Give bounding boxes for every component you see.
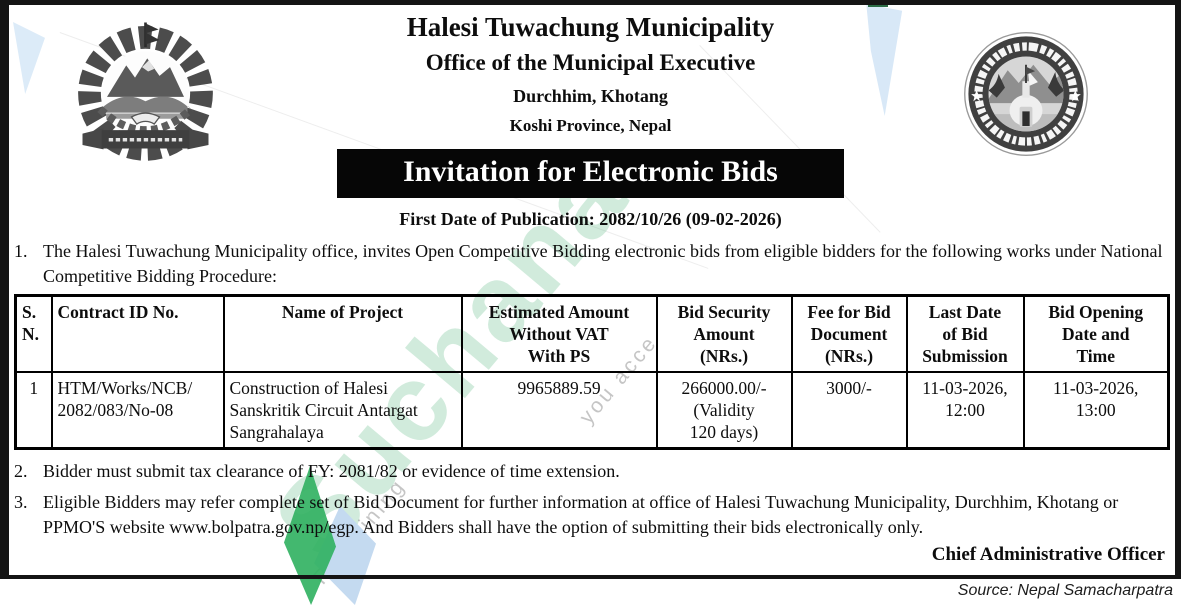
clause-3-number: 3. — [14, 492, 28, 512]
clause-3-text: Eligible Bidders may refer complete set … — [43, 492, 1119, 537]
cell-last-date: 11-03-2026, 12:00 — [905, 371, 1025, 450]
nepal-coat-of-arms-logo — [58, 20, 233, 177]
col-header-contract-id: Contract ID No. — [50, 294, 225, 373]
notice-title-banner: Invitation for Electronic Bids — [337, 149, 844, 198]
clause-3: 3. Eligible Bidders may refer complete s… — [0, 490, 1181, 540]
cell-estimated-amount: 9965889.59 — [460, 371, 658, 450]
address-district: Durchhim, Khotang — [513, 86, 668, 106]
municipality-name: Halesi Tuwachung Municipality — [406, 12, 775, 42]
col-header-bid-security: Bid Security Amount (NRs.) — [655, 294, 793, 373]
signature-title: Chief Administrative Officer — [931, 544, 1165, 565]
municipality-seal-logo — [962, 30, 1090, 163]
clause-2-number: 2. — [14, 461, 28, 481]
clause-2-text: Bidder must submit tax clearance of FY: … — [43, 461, 620, 481]
address-province: Koshi Province, Nepal — [509, 116, 672, 135]
cell-opening: 11-03-2026, 13:00 — [1022, 371, 1170, 450]
letterhead: Halesi Tuwachung Municipality Office of … — [0, 12, 1181, 230]
cell-contract-id: HTM/Works/NCB/ 2082/083/No-08 — [50, 371, 225, 450]
cell-project-name: Construction of Halesi Sanskritik Circui… — [222, 371, 463, 450]
bid-table-header-row: S. N. Contract ID No. Name of Project Es… — [14, 294, 1170, 373]
col-header-project-name: Name of Project — [222, 294, 463, 373]
col-header-last-date: Last Date of Bid Submission — [905, 294, 1025, 373]
col-header-opening: Bid Opening Date and Time — [1022, 294, 1170, 373]
source-credit: Source: Nepal Samacharpatra — [957, 582, 1173, 599]
cell-bid-security: 266000.00/- (Validity 120 days) — [655, 371, 793, 450]
col-header-sn: S. N. — [14, 294, 53, 373]
col-header-fee: Fee for Bid Document (NRs.) — [790, 294, 908, 373]
cell-sn: 1 — [14, 371, 53, 450]
clause-1: 1. The Halesi Tuwachung Municipality off… — [0, 239, 1181, 289]
clause-1-text: The Halesi Tuwachung Municipality office… — [43, 241, 1163, 286]
clause-1-number: 1. — [14, 241, 28, 261]
office-name: Office of the Municipal Executive — [425, 50, 756, 75]
publication-date-line: First Date of Publication: 2082/10/26 (0… — [399, 209, 782, 229]
clause-2: 2. Bidder must submit tax clearance of F… — [0, 459, 1181, 484]
cell-fee: 3000/- — [790, 371, 908, 450]
bid-table-row: 1 HTM/Works/NCB/ 2082/083/No-08 Construc… — [14, 371, 1170, 450]
col-header-estimated-amount: Estimated Amount Without VAT With PS — [460, 294, 658, 373]
bid-table: S. N. Contract ID No. Name of Project Es… — [14, 294, 1170, 450]
